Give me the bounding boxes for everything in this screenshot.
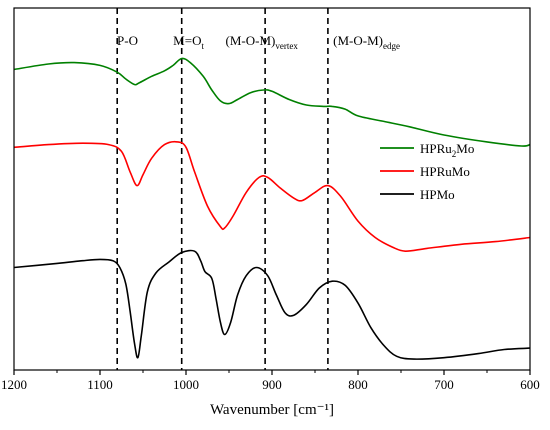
x-tick-label: 900 — [262, 377, 282, 392]
x-tick-label: 1100 — [87, 377, 113, 392]
annotation-po: P-O — [117, 33, 138, 48]
legend-label: HPRuMo — [420, 164, 470, 179]
series-layer — [13, 57, 531, 360]
x-tick-label: 600 — [520, 377, 540, 392]
band-annotations: P-O M=Ot (M-O-M)vertex (M-O-M)edge — [117, 33, 400, 51]
annotation-vertex: (M-O-M)vertex — [226, 33, 299, 51]
x-tick-label: 1200 — [1, 377, 27, 392]
x-axis: 1200 1100 1000 900 800 700 600 — [1, 370, 540, 392]
x-tick-label: 700 — [434, 377, 454, 392]
x-tick-label: 800 — [348, 377, 368, 392]
legend-label: HPRu2Mo — [420, 141, 474, 159]
legend-label: HPMo — [420, 187, 455, 202]
annotation-edge: (M-O-M)edge — [333, 33, 400, 51]
annotation-mo: M=Ot — [173, 33, 204, 51]
x-tick-label: 1000 — [173, 377, 199, 392]
series-line-hpmo — [13, 249, 531, 360]
series-line-hprumo — [13, 140, 531, 253]
reference-lines — [116, 8, 329, 370]
legend: HPRu2Mo HPRuMo HPMo — [380, 141, 474, 202]
x-axis-label: Wavenumber [cm⁻¹] — [210, 402, 334, 418]
series-line-hpru2mo — [13, 57, 531, 147]
